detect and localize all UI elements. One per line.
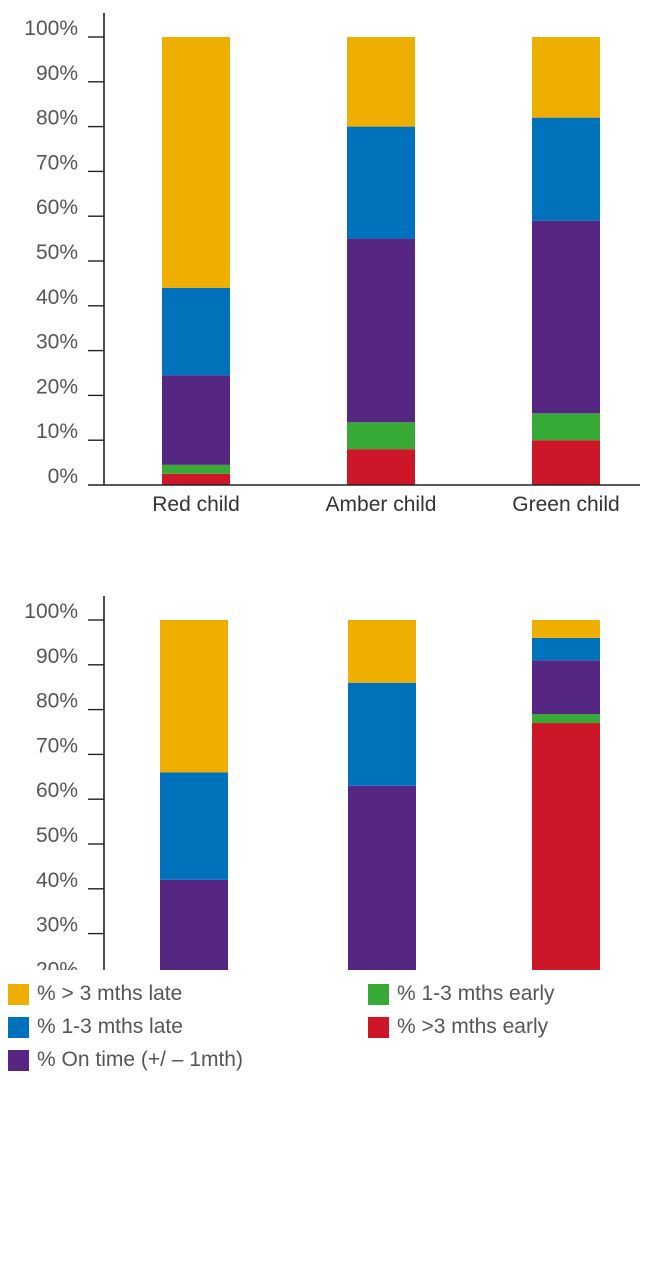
- category-label: Red child: [152, 493, 240, 516]
- legend: % > 3 mths late % 1-3 mths early % 1-3 m…: [8, 982, 648, 1092]
- y-tick-label: 100%: [24, 600, 78, 623]
- y-tick-label: 10%: [36, 420, 78, 443]
- legend-label: % >3 mths early: [397, 1015, 549, 1038]
- bar-segment-3-4: [532, 117, 600, 221]
- bar-segment-3-2: [532, 714, 600, 724]
- bar-segment-1-5: [160, 620, 228, 773]
- bar-segment-1-4: [162, 287, 230, 376]
- bar-segment-1-3: [162, 375, 230, 465]
- y-tick-label: 20%: [36, 375, 78, 398]
- y-tick-label: 50%: [36, 241, 78, 264]
- bar-segment-2-4: [347, 126, 415, 239]
- y-tick-label: 60%: [36, 196, 78, 219]
- y-tick-label: 90%: [36, 645, 78, 668]
- category-label: Amber child: [326, 493, 437, 516]
- y-tick-label: 30%: [36, 331, 78, 354]
- legend-item-late-3plus: % > 3 mths late: [8, 982, 182, 1006]
- bar-segment-3-3: [532, 220, 600, 414]
- legend-item-early-3plus: % >3 mths early: [368, 1015, 548, 1039]
- bar-segment-3-5: [532, 37, 600, 118]
- y-tick-label: 0%: [48, 465, 78, 488]
- bar-segment-2-1: [347, 449, 415, 485]
- bar-segment-3-1: [532, 440, 600, 485]
- legend-label: % On time (+/ – 1mth): [37, 1048, 243, 1071]
- bar-segment-3-1: [532, 723, 600, 970]
- legend-swatch: [368, 1016, 389, 1038]
- legend-label: % 1-3 mths late: [37, 1015, 183, 1038]
- legend-item-early-1-3: % 1-3 mths early: [368, 982, 555, 1006]
- y-tick-label: 70%: [36, 734, 78, 757]
- bar-segment-2-3: [348, 785, 416, 970]
- y-tick-label: 100%: [24, 17, 78, 40]
- bar-segment-3-2: [532, 413, 600, 441]
- bar-segment-1-1: [162, 473, 230, 485]
- y-tick-label: 80%: [36, 690, 78, 713]
- y-tick-label: 30%: [36, 914, 78, 937]
- y-tick-label: 20%: [36, 958, 78, 970]
- y-tick-label: 50%: [36, 824, 78, 847]
- y-tick-label: 40%: [36, 869, 78, 892]
- bar-segment-2-3: [347, 238, 415, 423]
- category-label: Green child: [512, 493, 619, 516]
- bar-segment-3-3: [532, 660, 600, 715]
- legend-swatch: [8, 1049, 29, 1071]
- bar-segment-1-3: [160, 879, 228, 970]
- y-tick-label: 80%: [36, 107, 78, 130]
- legend-swatch: [8, 983, 29, 1005]
- y-tick-label: 90%: [36, 62, 78, 85]
- y-tick-label: 40%: [36, 286, 78, 309]
- legend-label: % 1-3 mths early: [397, 982, 555, 1005]
- bar-segment-2-5: [347, 37, 415, 127]
- legend-swatch: [8, 1016, 29, 1038]
- chart-2: Red adultAmber adultGreen adult0%10%20%3…: [24, 596, 600, 970]
- y-tick-label: 70%: [36, 151, 78, 174]
- bar-segment-3-4: [532, 637, 600, 661]
- bar-segment-1-2: [162, 464, 230, 474]
- legend-label: % > 3 mths late: [37, 982, 183, 1005]
- chart-1: Red child Amber child Green child 0% 10% 20% 3…: [24, 13, 640, 516]
- bar-segment-3-5: [532, 620, 600, 638]
- bar-segment-2-4: [348, 682, 416, 786]
- legend-swatch: [368, 983, 389, 1005]
- legend-item-late-1-3: % 1-3 mths late: [8, 1015, 183, 1039]
- bar-segment-2-2: [347, 422, 415, 450]
- legend-item-on-time: % On time (+/ – 1mth): [8, 1048, 243, 1072]
- chart-canvas: Red child Amber child Green child 0% 10% 20% 3…: [24, 13, 640, 970]
- y-tick-label: 60%: [36, 779, 78, 802]
- bar-segment-2-5: [348, 620, 416, 683]
- bar-segment-1-5: [162, 37, 230, 288]
- bar-segment-1-4: [160, 772, 228, 880]
